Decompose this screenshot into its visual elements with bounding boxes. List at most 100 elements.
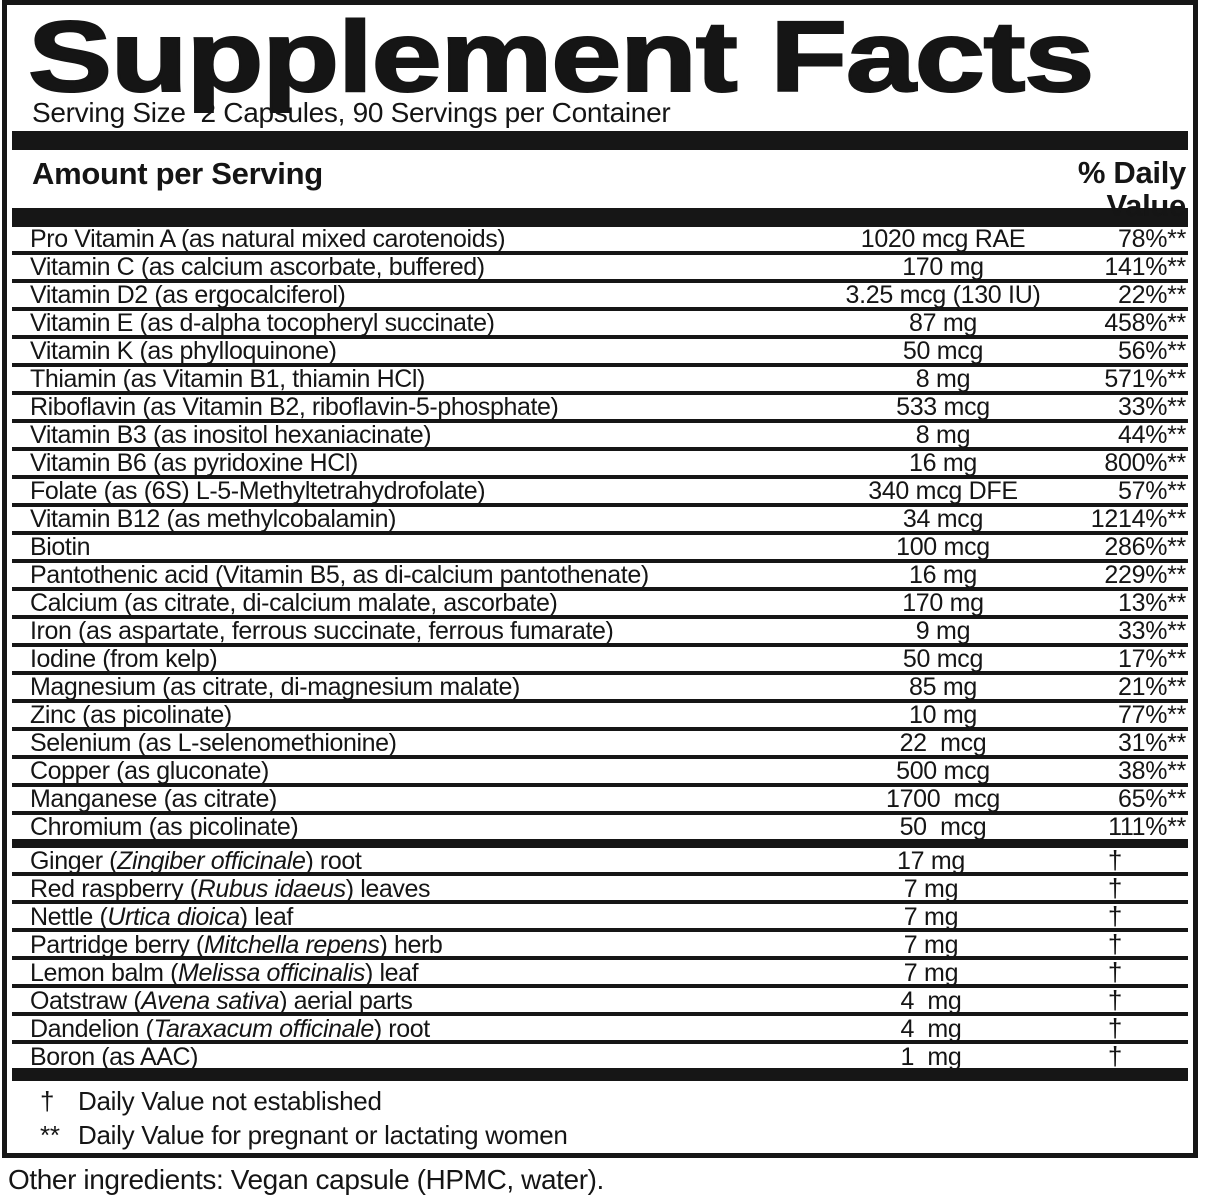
nutrient-row: Chromium (as picolinate) 50 mcg 111%** <box>12 811 1188 841</box>
nutrient-name: Riboflavin (as Vitamin B2, riboflavin-5-… <box>12 395 818 420</box>
panel-title: Supplement Facts <box>27 1 1096 113</box>
nutrient-name-text: Red raspberry ( <box>30 875 198 903</box>
nutrient-name: Vitamin K (as phylloquinone) <box>12 339 818 364</box>
nutrient-rows: Pro Vitamin A (as natural mixed caroteno… <box>12 227 1188 1071</box>
nutrient-latin-name: Melissa officinalis <box>178 959 365 987</box>
nutrient-row: Boron (as AAC) 1 mg † <box>12 1040 1188 1071</box>
nutrient-amount: 7 mg <box>903 875 959 903</box>
nutrient-daily-value: 31%** <box>1118 729 1186 757</box>
nutrient-name-text: Pro Vitamin A (as natural mixed caroteno… <box>30 225 506 253</box>
nutrient-name-text: Ginger ( <box>30 847 118 875</box>
nutrient-name-text: Vitamin D2 (as ergocalciferol) <box>30 281 346 309</box>
nutrient-name-text: Manganese (as citrate) <box>30 785 277 813</box>
nutrient-daily-value: 286%** <box>1104 533 1186 561</box>
nutrient-row: Oatstraw (Avena sativa) aerial parts 4 m… <box>12 984 1188 1015</box>
nutrient-row: Folate (as (6S) L-5-Methyltetrahydrofola… <box>12 475 1188 505</box>
nutrient-row: Vitamin E (as d-alpha tocopheryl succina… <box>12 307 1188 337</box>
nutrient-amount: 100 mcg <box>896 533 990 561</box>
nutrient-name: Vitamin E (as d-alpha tocopheryl succina… <box>12 311 818 336</box>
nutrient-row: Selenium (as L-selenomethionine) 22 mcg … <box>12 727 1188 757</box>
dagger-symbol: † <box>40 1086 55 1116</box>
divider-bar-footnotes <box>12 1068 1188 1081</box>
nutrient-latin-name: Taraxacum officinale <box>153 1015 374 1043</box>
nutrient-name: Pro Vitamin A (as natural mixed caroteno… <box>12 227 818 252</box>
nutrient-amount: 3.25 mcg (130 IU) <box>845 281 1041 309</box>
nutrient-row: Thiamin (as Vitamin B1, thiamin HCl) 8 m… <box>12 363 1188 393</box>
footnote-dagger-text: Daily Value not established <box>78 1086 382 1116</box>
nutrient-name-suffix: ) aerial parts <box>279 987 413 1015</box>
nutrient-name-text: Lemon balm ( <box>30 959 179 987</box>
nutrient-amount: 50 mcg <box>902 645 984 673</box>
nutrient-row: Vitamin D2 (as ergocalciferol) 3.25 mcg … <box>12 279 1188 309</box>
nutrient-row: Red raspberry (Rubus idaeus) leaves 7 mg… <box>12 872 1188 903</box>
nutrient-name-text: Iodine (from kelp) <box>30 645 218 673</box>
nutrient-daily-value: † <box>1107 1041 1123 1071</box>
nutrient-amount: 87 mg <box>909 309 977 337</box>
nutrient-name-text: Thiamin (as Vitamin B1, thiamin HCl) <box>30 365 425 393</box>
nutrient-name: Vitamin D2 (as ergocalciferol) <box>12 283 818 308</box>
nutrient-row: Nettle (Urtica dioica) leaf 7 mg † <box>12 900 1188 931</box>
nutrient-name: Manganese (as citrate) <box>12 787 818 812</box>
nutrient-amount: 9 mg <box>915 617 971 645</box>
nutrient-daily-value: 57%** <box>1118 477 1186 505</box>
nutrient-name: Iodine (from kelp) <box>12 647 818 672</box>
nutrient-name-text: Oatstraw ( <box>30 987 142 1015</box>
nutrient-row: Calcium (as citrate, di-calcium malate, … <box>12 587 1188 617</box>
nutrient-daily-value: † <box>1107 845 1123 875</box>
nutrient-daily-value: 17%** <box>1118 645 1186 673</box>
serving-size-line: Serving Size 2 Capsules, 90 Servings per… <box>32 97 671 128</box>
nutrient-amount: 1 mg <box>900 1043 962 1071</box>
nutrient-name-text: Partridge berry ( <box>30 931 204 959</box>
dv-header-line2: Value <box>1106 188 1187 223</box>
nutrient-name-suffix: ) root <box>305 847 362 875</box>
nutrient-daily-value: 38%** <box>1118 757 1186 785</box>
nutrient-daily-value: 229%** <box>1104 561 1186 589</box>
nutrient-name: Dandelion (Taraxacum officinale) root <box>12 1017 806 1042</box>
nutrient-row: Ginger (Zingiber officinale) root 17 mg … <box>12 839 1188 875</box>
nutrient-amount: 7 mg <box>903 903 959 931</box>
nutrient-name-text: Vitamin E (as d-alpha tocopheryl succina… <box>30 309 495 337</box>
nutrient-daily-value: 571%** <box>1104 365 1186 393</box>
nutrient-amount: 4 mg <box>900 987 962 1015</box>
nutrient-daily-value: 1214%** <box>1090 505 1187 533</box>
nutrient-name: Oatstraw (Avena sativa) aerial parts <box>12 989 806 1014</box>
nutrient-name: Thiamin (as Vitamin B1, thiamin HCl) <box>12 367 818 392</box>
nutrient-amount: 8 mg <box>915 421 971 449</box>
nutrient-amount: 7 mg <box>903 931 959 959</box>
nutrient-row: Iron (as aspartate, ferrous succinate, f… <box>12 615 1188 645</box>
nutrient-row: Vitamin B6 (as pyridoxine HCl) 16 mg 800… <box>12 447 1188 476</box>
nutrient-row: Biotin 100 mcg 286%** <box>12 531 1188 561</box>
nutrient-row: Pro Vitamin A (as natural mixed caroteno… <box>12 227 1188 252</box>
nutrient-name-suffix: ) leaf <box>364 959 419 987</box>
nutrient-row: Vitamin C (as calcium ascorbate, buffere… <box>12 251 1188 280</box>
double-asterisk-symbol: ** <box>40 1120 60 1150</box>
nutrient-name-text: Biotin <box>30 533 91 561</box>
supplement-facts-panel: Supplement Facts Serving Size 2 Capsules… <box>2 0 1198 1158</box>
footnote-dagger: † Daily Value not established <box>40 1087 1188 1115</box>
nutrient-daily-value: 111%** <box>1108 813 1186 841</box>
nutrient-amount: 4 mg <box>900 1015 962 1043</box>
nutrient-row: Vitamin K (as phylloquinone) 50 mcg 56%*… <box>12 335 1188 365</box>
nutrient-name: Nettle (Urtica dioica) leaf <box>12 905 806 930</box>
nutrient-amount: 17 mg <box>897 847 965 875</box>
nutrient-amount: 170 mg <box>902 589 984 617</box>
nutrient-name: Iron (as aspartate, ferrous succinate, f… <box>12 619 818 644</box>
nutrient-row: Partridge berry (Mitchella repens) herb … <box>12 928 1188 959</box>
nutrient-name-text: Calcium (as citrate, di-calcium malate, … <box>30 589 558 617</box>
amount-per-serving-header: Amount per Serving <box>32 156 323 191</box>
nutrient-name: Selenium (as L-selenomethionine) <box>12 731 818 756</box>
nutrient-amount: 22 mcg <box>899 729 987 757</box>
nutrient-name-text: Riboflavin (as Vitamin B2, riboflavin-5-… <box>30 393 559 421</box>
divider-bar-header <box>12 208 1188 227</box>
nutrient-name-text: Vitamin K (as phylloquinone) <box>30 337 337 365</box>
nutrient-amount: 50 mcg <box>902 337 984 365</box>
nutrient-amount: 16 mg <box>909 561 977 589</box>
nutrient-name: Magnesium (as citrate, di-magnesium mala… <box>12 675 818 700</box>
nutrient-name: Calcium (as citrate, di-calcium malate, … <box>12 591 818 616</box>
nutrient-name: Chromium (as picolinate) <box>12 815 818 840</box>
nutrient-row: Magnesium (as citrate, di-magnesium mala… <box>12 671 1188 700</box>
nutrient-name-text: Boron (as AAC) <box>30 1043 199 1071</box>
footnote-asterisks-text: Daily Value for pregnant or lactating wo… <box>78 1120 568 1150</box>
nutrient-latin-name: Mitchella repens <box>203 931 380 959</box>
percent-daily-value-header: % Daily Value <box>1078 156 1186 222</box>
